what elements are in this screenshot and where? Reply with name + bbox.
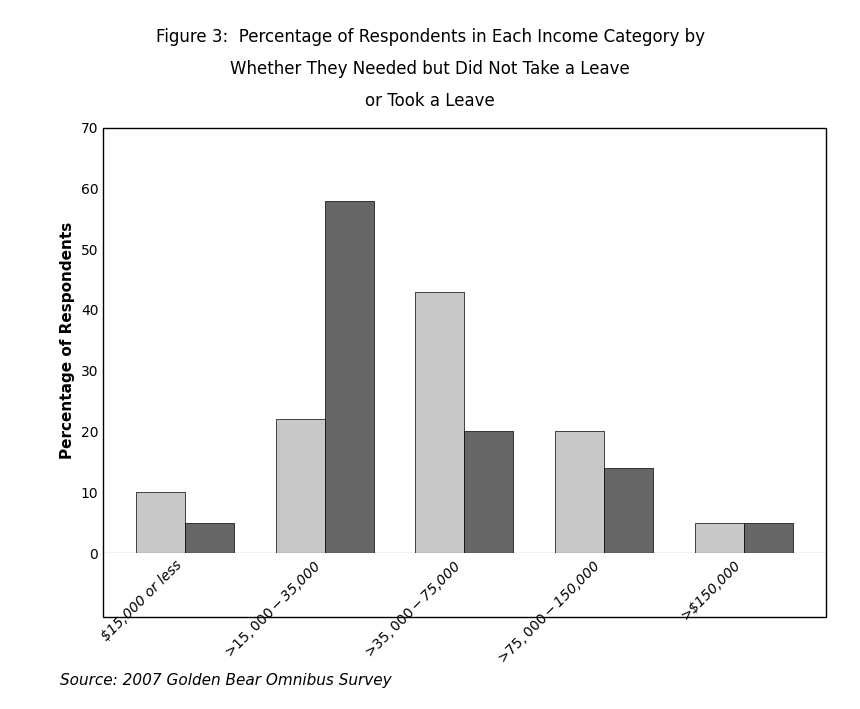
Bar [325, 201, 373, 553]
Bar [136, 492, 185, 553]
Text: Whether They Needed but Did Not Take a Leave: Whether They Needed but Did Not Take a L… [230, 60, 630, 78]
Bar [276, 419, 325, 553]
Text: Figure 3:  Percentage of Respondents in Each Income Category by: Figure 3: Percentage of Respondents in E… [156, 28, 704, 46]
Bar [185, 523, 234, 553]
Bar [464, 432, 513, 553]
Bar [744, 523, 793, 553]
Bar [604, 468, 653, 553]
Text: Source: 2007 Golden Bear Omnibus Survey: Source: 2007 Golden Bear Omnibus Survey [60, 673, 392, 688]
Bar [556, 432, 604, 553]
Y-axis label: Percentage of Respondents: Percentage of Respondents [60, 222, 75, 459]
Text: or Took a Leave: or Took a Leave [366, 92, 494, 110]
Bar [695, 523, 744, 553]
Bar [415, 291, 464, 553]
